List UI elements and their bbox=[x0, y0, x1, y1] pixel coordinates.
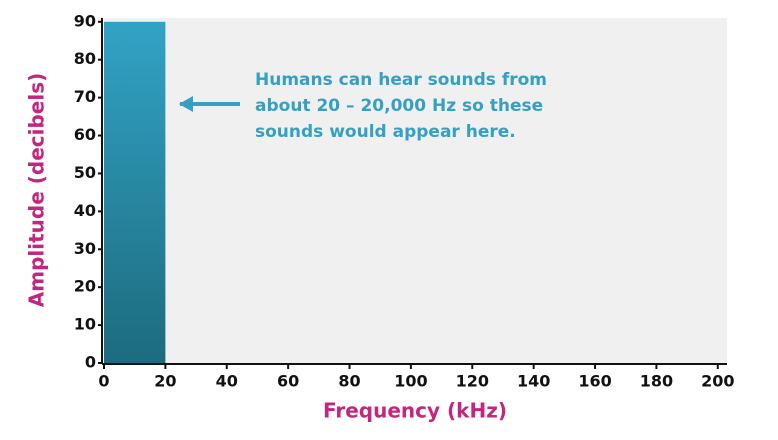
hearing-range bbox=[104, 21, 166, 364]
x-tick-label: 140 bbox=[517, 372, 550, 391]
y-tick-label: 80 bbox=[74, 49, 96, 68]
y-axis-label: Amplitude (decibels) bbox=[25, 73, 49, 308]
x-tick-label: 180 bbox=[640, 372, 673, 391]
y-tick-label: 40 bbox=[74, 201, 96, 220]
x-tick-label: 160 bbox=[578, 372, 611, 391]
x-tick-label: 80 bbox=[338, 372, 360, 391]
x-tick-label: 60 bbox=[277, 372, 299, 391]
plot-area bbox=[104, 18, 727, 363]
annotation-line: Humans can hear sounds from bbox=[255, 70, 547, 90]
annotation-line: sounds would appear here. bbox=[255, 122, 516, 142]
y-tick-label: 50 bbox=[74, 163, 96, 182]
arrow-head bbox=[179, 96, 193, 112]
x-tick-label: 0 bbox=[98, 372, 109, 391]
y-tick-label: 90 bbox=[74, 11, 96, 30]
x-tick-label: 40 bbox=[216, 372, 238, 391]
y-tick-label: 10 bbox=[74, 315, 96, 334]
x-tick-label: 100 bbox=[394, 372, 427, 391]
y-tick-label: 20 bbox=[74, 277, 96, 296]
x-tick-label: 20 bbox=[154, 372, 176, 391]
y-tick-label: 60 bbox=[74, 125, 96, 144]
annotation-line: about 20 – 20,000 Hz so these bbox=[255, 96, 543, 116]
y-tick-label: 30 bbox=[74, 239, 96, 258]
y-tick-label: 0 bbox=[85, 353, 96, 372]
x-tick-label: 120 bbox=[456, 372, 489, 391]
x-tick-label: 200 bbox=[701, 372, 734, 391]
y-tick-label: 70 bbox=[74, 87, 96, 106]
x-axis-label: Frequency (kHz) bbox=[323, 399, 507, 423]
